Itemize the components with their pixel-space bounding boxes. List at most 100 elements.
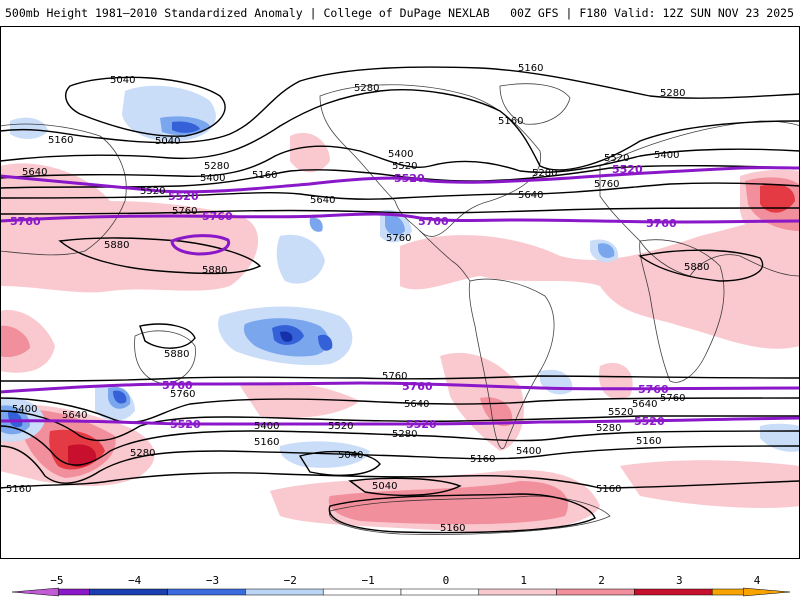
anomaly-pos-2 <box>328 481 568 525</box>
contour-label-5880: 5880 <box>202 265 227 276</box>
contour-label-5640: 5640 <box>62 410 87 421</box>
contour-5160-ant <box>328 493 596 534</box>
anomaly-neg-2 <box>385 213 405 236</box>
eurasia-west-outline <box>0 123 127 256</box>
contour-label-5040: 5040 <box>110 75 135 86</box>
contour-label-5160: 5160 <box>518 63 543 74</box>
contour-label-5040: 5040 <box>372 481 397 492</box>
contour-5280-s <box>0 445 800 484</box>
contour-5880-e <box>638 249 764 282</box>
contour-label-5520: 5520 <box>608 407 633 418</box>
greenland-outline <box>499 83 571 125</box>
contour-label-5400: 5400 <box>200 173 225 184</box>
coastlines <box>0 83 800 535</box>
highlight-label-5520: 5520 <box>406 418 437 431</box>
anomaly-pos-2 <box>480 397 513 427</box>
colorbar-tick-label: −5 <box>50 574 63 587</box>
contour-5160-s <box>0 472 800 489</box>
contour-label-5160: 5160 <box>6 484 31 495</box>
contour-5160-nw <box>0 66 800 144</box>
contour-label-5640: 5640 <box>632 399 657 410</box>
contour-label-5760: 5760 <box>660 393 685 404</box>
anomaly-pos-2 <box>0 325 30 358</box>
colorbar-tick-label: −1 <box>361 574 374 587</box>
contour-5040-nw <box>64 76 226 137</box>
contour-label-5520: 5520 <box>328 421 353 432</box>
australia-outline <box>134 330 196 385</box>
anomaly-neg-3 <box>113 390 127 404</box>
anomaly-neg-2 <box>598 243 615 259</box>
contour-label-5040: 5040 <box>155 136 180 147</box>
contour-label-5160: 5160 <box>48 135 73 146</box>
contour-label-5520: 5520 <box>140 186 165 197</box>
contour-label-5760: 5760 <box>386 233 411 244</box>
highlight-label-5760: 5760 <box>402 380 433 393</box>
contour-label-5400: 5400 <box>388 149 413 160</box>
contour-label-5160: 5160 <box>636 436 661 447</box>
contour-label-5280: 5280 <box>392 429 417 440</box>
anomaly-pos-1 <box>240 381 360 418</box>
highlight-label-5760: 5760 <box>638 383 669 396</box>
anomaly-pos-1 <box>0 163 259 293</box>
contour-5400-s <box>0 425 800 466</box>
highlight-label-5520: 5520 <box>170 418 201 431</box>
colorbar-tick-label: 4 <box>754 574 761 587</box>
africa-outline <box>639 239 725 383</box>
colorbar-segment <box>58 588 91 596</box>
contour-label-5280: 5280 <box>660 88 685 99</box>
contour-label-5400: 5400 <box>654 150 679 161</box>
colorbar-tick-label: −3 <box>206 574 219 587</box>
contour-label-5280: 5280 <box>596 423 621 434</box>
north-america-outline <box>319 84 542 237</box>
contour-label-5640: 5640 <box>22 167 47 178</box>
anomaly-neg-3 <box>172 121 200 133</box>
contour-5760-north-highlight <box>0 212 800 224</box>
header: 500mb Height 1981–2010 Standardized Anom… <box>0 0 800 26</box>
colorbar-segment <box>322 588 402 596</box>
contour-label-5640: 5640 <box>310 195 335 206</box>
contour-label-5400: 5400 <box>516 446 541 457</box>
height-contours <box>0 66 800 534</box>
colorbar-arrow-right <box>743 587 791 597</box>
anomaly-neg-2 <box>309 217 323 232</box>
contour-5760-s <box>0 375 800 382</box>
colorbar-tick-label: −4 <box>128 574 142 587</box>
contour-5520-n <box>0 164 800 189</box>
contour-5760-south-highlight <box>0 381 800 394</box>
anomaly-pos-1 <box>290 132 330 173</box>
colorbar-segment <box>711 588 744 596</box>
colorbar-svg: −5−4−3−2−1012345 <box>11 574 791 597</box>
highlight-label-5520: 5520 <box>612 163 643 176</box>
highlight-label-5760: 5760 <box>10 215 41 228</box>
contour-5520-south-highlight <box>0 416 800 426</box>
anomaly-neg-4 <box>280 331 293 342</box>
anomaly-pos-1 <box>400 206 800 349</box>
colorbar-segment <box>167 588 246 596</box>
map-title: 500mb Height 1981–2010 Standardized Anom… <box>5 6 490 20</box>
highlight-label-5760: 5760 <box>202 210 233 223</box>
contour-label-5280: 5280 <box>204 161 229 172</box>
anomaly-neg-1 <box>10 117 48 139</box>
central-america-outline <box>419 230 471 282</box>
model-run-info: 00Z GFS | F180 Valid: 12Z SUN NOV 23 202… <box>510 6 794 20</box>
contour-label-5280: 5280 <box>532 168 557 179</box>
contour-5520-s <box>0 410 800 442</box>
contour-label-5160: 5160 <box>254 437 279 448</box>
colorbar-arrow-left <box>11 587 59 597</box>
highlight-label-5760: 5760 <box>418 215 449 228</box>
contour-5400-n <box>0 145 800 179</box>
colorbar-segment <box>245 588 324 596</box>
contour-label-5760: 5760 <box>170 389 195 400</box>
anomaly-map[interactable]: 5040 5040 5040 5040 5160 5160 5160 5160 … <box>0 26 800 559</box>
contour-label-5760: 5760 <box>172 206 197 217</box>
colorbar-tick-label: −2 <box>284 574 297 587</box>
contour-5880-highlight-loop <box>170 234 231 256</box>
contour-5880-w <box>58 237 262 275</box>
colorbar-tick-label: 1 <box>520 574 527 587</box>
contour-label-5160: 5160 <box>440 523 465 534</box>
contour-label-5760: 5760 <box>594 179 619 190</box>
contour-label-5640: 5640 <box>518 190 543 201</box>
anomaly-neg-1 <box>276 234 325 284</box>
highlight-label-5760: 5760 <box>646 217 677 230</box>
contour-label-5880: 5880 <box>164 349 189 360</box>
